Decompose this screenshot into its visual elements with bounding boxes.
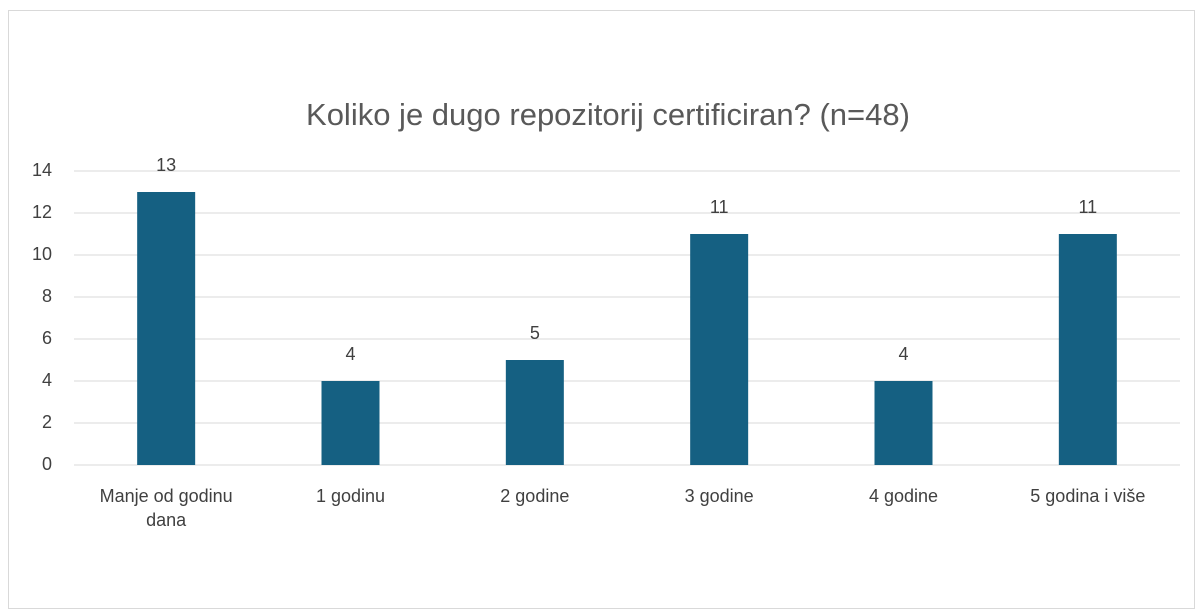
y-tick-label: 4	[42, 370, 52, 390]
x-tick-label: 2 godine	[500, 486, 570, 506]
data-label: 5	[530, 323, 540, 343]
y-tick-label: 0	[42, 454, 52, 474]
y-tick-label: 2	[42, 412, 52, 432]
data-label: 11	[1078, 197, 1097, 217]
chart-border	[8, 10, 1195, 609]
data-label: 4	[345, 344, 355, 364]
y-tick-label: 10	[32, 244, 52, 264]
x-tick-label: 1 godinu	[315, 486, 386, 506]
y-tick-label: 6	[42, 328, 52, 348]
bar	[874, 381, 933, 465]
x-tick-label: 3 godine	[684, 486, 754, 506]
x-tick-label: Manje od godinu dana	[99, 486, 233, 530]
bar	[137, 192, 196, 465]
bar	[321, 381, 380, 465]
y-tick-label: 12	[32, 202, 52, 222]
chart-title: Koliko je dugo repozitorij certificiran?…	[306, 97, 910, 132]
x-tick-label: 4 godine	[868, 486, 939, 506]
bar	[690, 234, 749, 465]
data-label: 4	[898, 344, 908, 364]
y-tick-label: 8	[42, 286, 52, 306]
y-tick-label: 14	[32, 160, 52, 180]
x-tick-label: 5 godina i više	[1030, 486, 1146, 506]
data-label: 11	[710, 197, 729, 217]
bar	[505, 360, 564, 465]
bar	[1058, 234, 1117, 465]
data-label: 13	[156, 155, 176, 175]
